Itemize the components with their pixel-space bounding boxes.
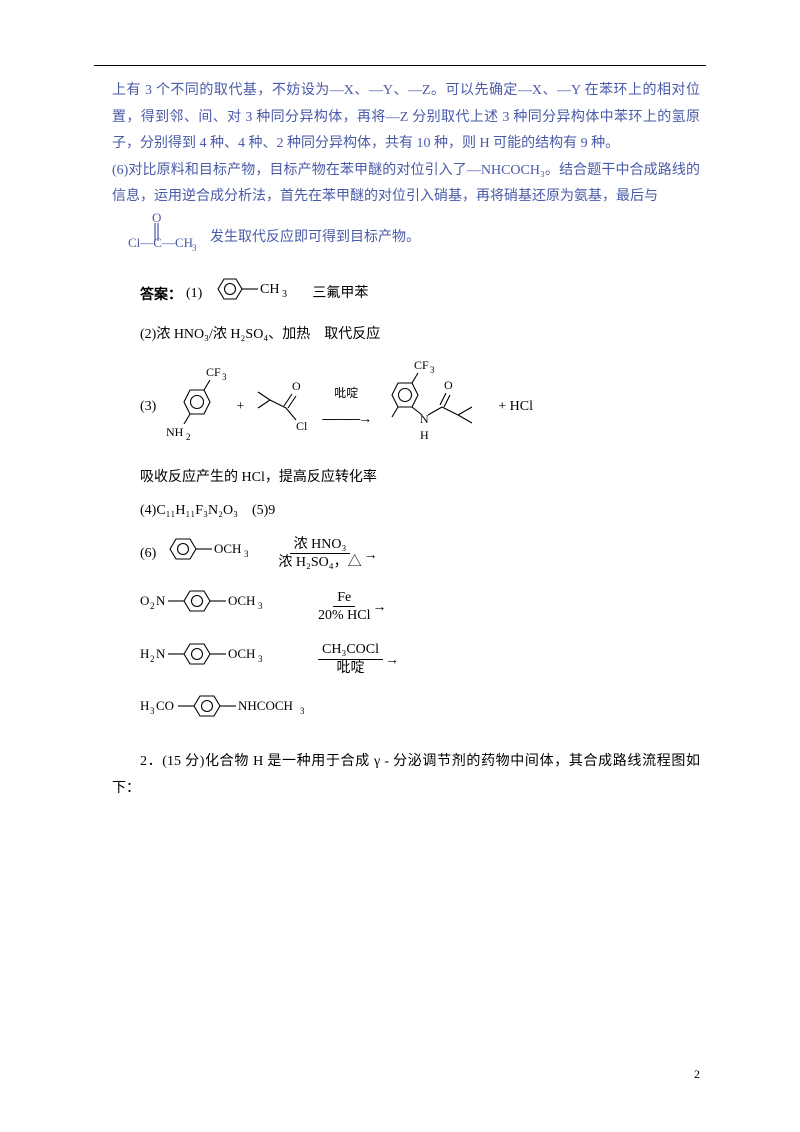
a3-tail: + HCl	[498, 394, 533, 421]
answer-6-step3: H 2 N OCH 3 CH₃COCl 吡啶 →	[112, 636, 700, 683]
svg-text:NHCOCH: NHCOCH	[238, 698, 293, 713]
svg-text:OCH: OCH	[214, 541, 241, 556]
plus-1: +	[236, 394, 244, 421]
svg-text:3: 3	[244, 549, 249, 559]
svg-text:CH: CH	[260, 282, 279, 297]
step2-bot: 20% HCl	[318, 607, 371, 623]
step1-top: 浓 HNO₃	[290, 537, 351, 554]
pyridine-label: 吡啶	[334, 382, 358, 405]
svg-text:3: 3	[222, 372, 227, 382]
answer-1-row: 答案： (1) CH 3 三氟甲苯	[112, 272, 700, 317]
svg-text:N: N	[156, 646, 166, 661]
anisole-icon: OCH 3	[160, 531, 270, 578]
svg-text:2: 2	[186, 432, 191, 442]
svg-text:CF: CF	[414, 358, 429, 372]
step3-cond: CH₃COCl 吡啶	[314, 642, 387, 676]
svg-text:Cl—C—CH: Cl—C—CH	[128, 235, 193, 250]
step1-bot: 浓 H₂SO₄，△	[278, 554, 361, 570]
svg-text:3: 3	[258, 601, 263, 611]
svg-text:O: O	[140, 593, 149, 608]
answer-6-step2: O 2 N OCH 3 Fe 20% HCl →	[112, 583, 700, 630]
aminoanisole-icon: H 2 N OCH 3	[140, 636, 310, 683]
answer-3-note: 吸收反应产生的 HCl，提高反应转化率	[112, 465, 700, 492]
cf3-aniline-icon: CF 3 NH 2	[160, 362, 232, 453]
svg-text:3: 3	[192, 243, 197, 253]
svg-text:2: 2	[150, 601, 155, 611]
acyl-chloride-line: O Cl—C—CH 3 发生取代反应即可得到目标产物。	[112, 211, 700, 266]
svg-text:3: 3	[258, 654, 263, 664]
svg-text:OCH: OCH	[228, 646, 255, 661]
answer-label: 答案：	[140, 281, 182, 308]
svg-text:3: 3	[282, 289, 287, 300]
final-product-icon: H 3 CO NHCOCH 3	[140, 688, 370, 735]
acyl-chloride-icon: O Cl—C—CH 3	[126, 211, 206, 266]
answer-4-5: (4)C₁₁H₁₁F₃N₂O₃ (5)9	[112, 498, 700, 525]
isobutyryl-chloride-icon: O Cl	[248, 370, 318, 445]
svg-text:2: 2	[150, 654, 155, 664]
svg-text:CF: CF	[206, 365, 221, 379]
explain-p2a: (6)对比原料和目标产物，目标产物在苯甲醚的对位引入了—NHCOCH₃。结合题干…	[112, 163, 700, 205]
explain-p2b: 发生取代反应即可得到目标产物。	[210, 225, 420, 252]
svg-text:O: O	[444, 378, 453, 392]
svg-text:H: H	[140, 698, 149, 713]
explain-p2: (6)对比原料和目标产物，目标产物在苯甲醚的对位引入了—NHCOCH₃。结合题干…	[112, 158, 700, 211]
a1-prefix: (1)	[186, 281, 202, 308]
svg-text:OCH: OCH	[228, 593, 255, 608]
arrow-pyridine: 吡啶 ———→	[322, 382, 370, 431]
svg-text:NH: NH	[166, 425, 184, 439]
step2-cond: Fe 20% HCl	[314, 590, 375, 624]
svg-text:CO: CO	[156, 698, 174, 713]
answer-6-product: H 3 CO NHCOCH 3	[112, 688, 700, 735]
a3-prefix: (3)	[140, 394, 156, 421]
svg-text:N: N	[420, 412, 429, 426]
svg-text:O: O	[152, 211, 161, 225]
svg-text:3: 3	[150, 706, 155, 716]
step3-top: CH₃COCl	[318, 642, 383, 659]
step1-cond: 浓 HNO₃ 浓 H₂SO₄，△	[274, 537, 365, 571]
svg-text:Cl: Cl	[296, 419, 308, 433]
answer-2-row: (2)浓 HNO₃/浓 H₂SO₄、加热 取代反应	[112, 322, 700, 349]
svg-text:H: H	[420, 428, 429, 442]
svg-text:3: 3	[300, 706, 305, 716]
toluene-icon: CH 3	[206, 272, 298, 317]
svg-text:O: O	[292, 379, 301, 393]
svg-text:3: 3	[430, 365, 435, 375]
question-2: 2．(15 分)化合物 H 是一种用于合成 γ - 分泌调节剂的药物中间体，其合…	[112, 749, 700, 802]
a1-text: 三氟甲苯	[312, 281, 368, 308]
answer-6-step1: (6) OCH 3 浓 HNO₃ 浓 H₂SO₄，△ →	[112, 531, 700, 578]
step3-bot: 吡啶	[337, 660, 365, 676]
step2-top: Fe	[333, 590, 355, 607]
explain-p1: 上有 3 个不同的取代基，不妨设为—X、—Y、—Z。可以先确定—X、—Y 在苯环…	[112, 78, 700, 158]
svg-text:N: N	[156, 593, 166, 608]
page-number: 2	[694, 1067, 700, 1082]
svg-text:H: H	[140, 646, 149, 661]
nitroanisole-icon: O 2 N OCH 3	[140, 583, 310, 630]
amide-product-icon: CF 3 O N H	[374, 355, 494, 460]
answer-3-row: (3) CF 3 NH 2 +	[112, 355, 700, 460]
a6-prefix: (6)	[140, 541, 156, 568]
